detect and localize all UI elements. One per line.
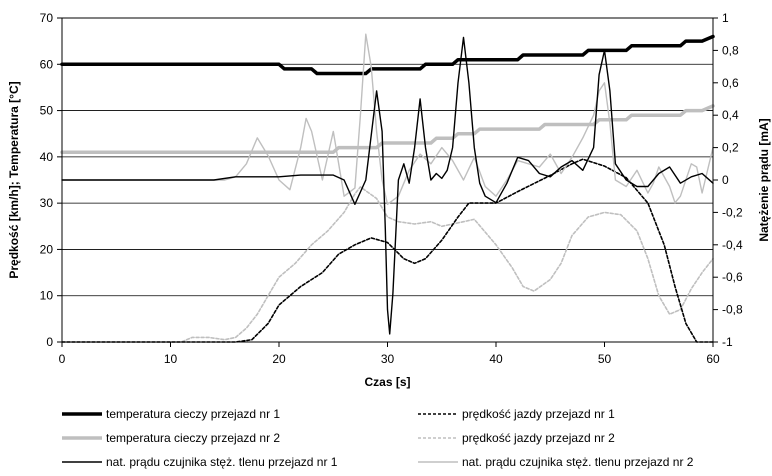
right-tick-label: 0,8 [722, 43, 739, 57]
right-tick-label: -1 [722, 335, 733, 349]
right-tick-label: -0,2 [722, 205, 743, 219]
legend-label: prędkość jazdy przejazd nr 2 [462, 431, 615, 445]
legend: temperatura cieczy przejazd nr 1 prędkość… [62, 407, 694, 469]
left-tick-label: 60 [40, 57, 54, 71]
x-tick-label: 50 [598, 352, 612, 366]
right-tick-label: -0,4 [722, 238, 743, 252]
left-tick-label: 0 [46, 335, 53, 349]
x-tick-label: 40 [489, 352, 503, 366]
series-line [60, 104, 715, 154]
series-line [61, 33, 714, 206]
series-line [60, 34, 715, 76]
left-tick-label: 10 [40, 289, 54, 303]
legend-label: temperatura cieczy przejazd nr 2 [106, 431, 280, 445]
series-line [61, 36, 714, 335]
x-axis: 0 10 20 30 40 50 60 [59, 342, 720, 366]
left-tick-label: 20 [40, 242, 54, 256]
series-line [61, 186, 714, 343]
left-tick-label: 30 [40, 196, 54, 210]
legend-label: prędkość jazdy przejazd nr 1 [462, 407, 615, 421]
legend-label: nat. prądu czujnika stęż. tlenu przejazd… [106, 455, 338, 469]
left-tick-label: 40 [40, 150, 54, 164]
series-line [61, 158, 714, 343]
legend-label: temperatura cieczy przejazd nr 1 [106, 407, 280, 421]
y-axis-title-left: Prędkość [km/h]; Temperatura [°C] [7, 81, 21, 278]
x-axis-title: Czas [s] [364, 375, 410, 389]
x-tick-label: 20 [272, 352, 286, 366]
legend-label: nat. prądu czujnika stęż. tlenu przejazd… [462, 455, 694, 469]
right-y-axis: -1 -0,8 -0,6 -0,4 -0,2 0 0,2 0,4 0,6 0,8 1 [713, 11, 743, 349]
y-axis-title-right: Natężenie prądu [mA] [757, 118, 771, 241]
right-tick-label: 1 [722, 11, 729, 25]
right-tick-label: -0,8 [722, 303, 743, 317]
right-tick-label: 0 [722, 173, 729, 187]
left-y-axis: 0 10 20 30 40 50 60 70 [40, 11, 62, 349]
left-tick-label: 50 [40, 104, 54, 118]
series-layer [60, 33, 715, 343]
right-tick-label: 0,4 [722, 108, 739, 122]
right-tick-label: 0,6 [722, 76, 739, 90]
x-tick-label: 0 [59, 352, 66, 366]
left-tick-label: 70 [40, 11, 54, 25]
x-tick-label: 60 [706, 352, 720, 366]
x-tick-label: 30 [381, 352, 395, 366]
right-tick-label: 0,2 [722, 141, 739, 155]
right-tick-label: -0,6 [722, 270, 743, 284]
x-tick-label: 10 [164, 352, 178, 366]
